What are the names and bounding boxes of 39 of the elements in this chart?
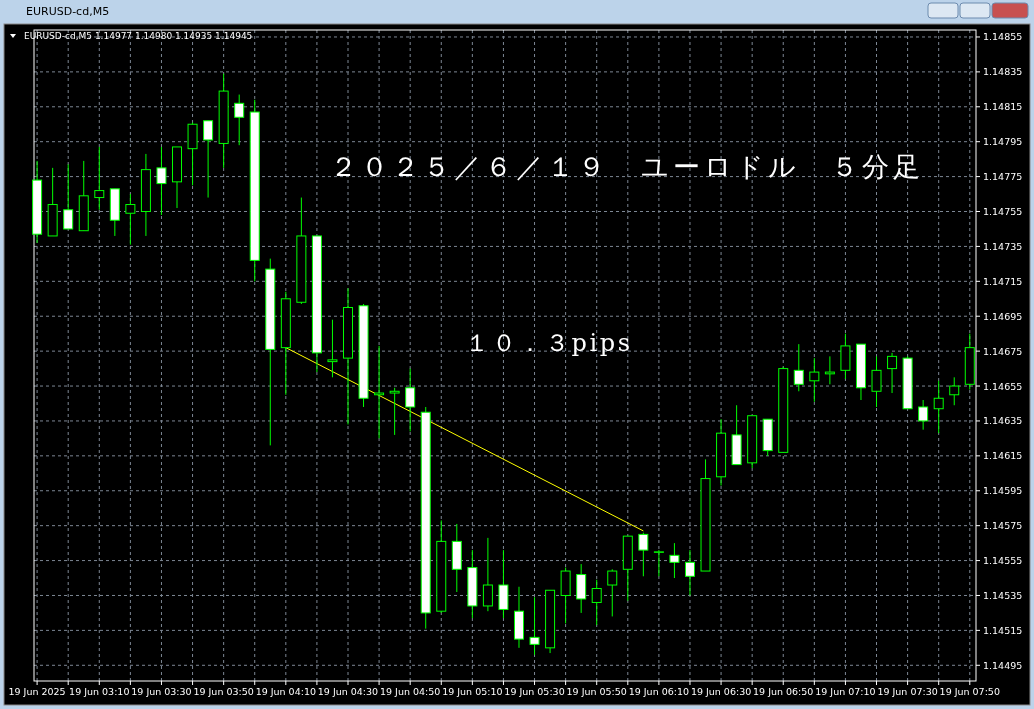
y-tick-label: 1.14515 <box>983 624 1023 636</box>
y-tick-label: 1.14615 <box>983 450 1023 462</box>
x-tick-label: 19 Jun 06:50 <box>753 686 814 697</box>
y-tick-label: 1.14495 <box>983 659 1023 671</box>
chart-subtitle: EURUSD-cd,M5 1.14977 1.14980 1.14935 1.14945 <box>24 31 253 41</box>
x-tick-label: 19 Jun 03:30 <box>131 686 192 697</box>
x-tick-label: 19 Jun 04:50 <box>380 686 441 697</box>
y-tick-label: 1.14775 <box>983 171 1023 183</box>
x-tick-label: 19 Jun 07:30 <box>877 686 938 697</box>
y-tick-label: 1.14755 <box>983 206 1023 218</box>
y-tick-label: 1.14575 <box>983 520 1023 532</box>
y-tick-label: 1.14655 <box>983 380 1023 392</box>
y-tick-label: 1.14795 <box>983 136 1023 148</box>
y-tick-label: 1.14855 <box>983 31 1023 43</box>
x-tick-label: 19 Jun 05:50 <box>566 686 627 697</box>
y-tick-label: 1.14535 <box>983 589 1023 601</box>
chart-title: EURUSD-cd,M5 <box>26 5 110 18</box>
annotation: １０．３pips <box>465 329 630 357</box>
y-tick-label: 1.14815 <box>983 101 1023 113</box>
annotation: ２０２５／６／１９ ユーロドル ５分足 <box>330 151 920 182</box>
y-tick-label: 1.14555 <box>983 555 1023 567</box>
x-tick-label: 19 Jun 06:30 <box>690 686 752 697</box>
y-tick-label: 1.14835 <box>983 66 1023 78</box>
x-tick-label: 19 Jun 05:10 <box>442 686 503 697</box>
y-tick-label: 1.14735 <box>983 240 1023 252</box>
x-tick-label: 19 Jun 2025 <box>8 686 66 697</box>
y-tick-label: 1.14675 <box>983 345 1023 357</box>
x-tick-label: 19 Jun 03:50 <box>193 686 254 697</box>
y-tick-label: 1.14715 <box>983 275 1023 287</box>
y-tick-label: 1.14635 <box>983 415 1023 427</box>
x-tick-label: 19 Jun 07:50 <box>939 686 1000 697</box>
x-tick-label: 19 Jun 04:10 <box>255 686 316 697</box>
x-tick-label: 19 Jun 03:10 <box>69 686 130 697</box>
y-tick-label: 1.14595 <box>983 485 1023 497</box>
x-tick-label: 19 Jun 06:10 <box>628 686 690 697</box>
x-tick-label: 19 Jun 07:10 <box>815 686 876 697</box>
x-tick-label: 19 Jun 04:30 <box>317 686 379 697</box>
y-tick-label: 1.14695 <box>983 310 1023 322</box>
x-tick-label: 19 Jun 05:30 <box>504 686 565 697</box>
